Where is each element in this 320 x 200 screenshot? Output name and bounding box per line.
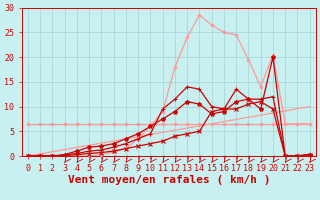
X-axis label: Vent moyen/en rafales ( km/h ): Vent moyen/en rafales ( km/h ) [68,175,270,185]
